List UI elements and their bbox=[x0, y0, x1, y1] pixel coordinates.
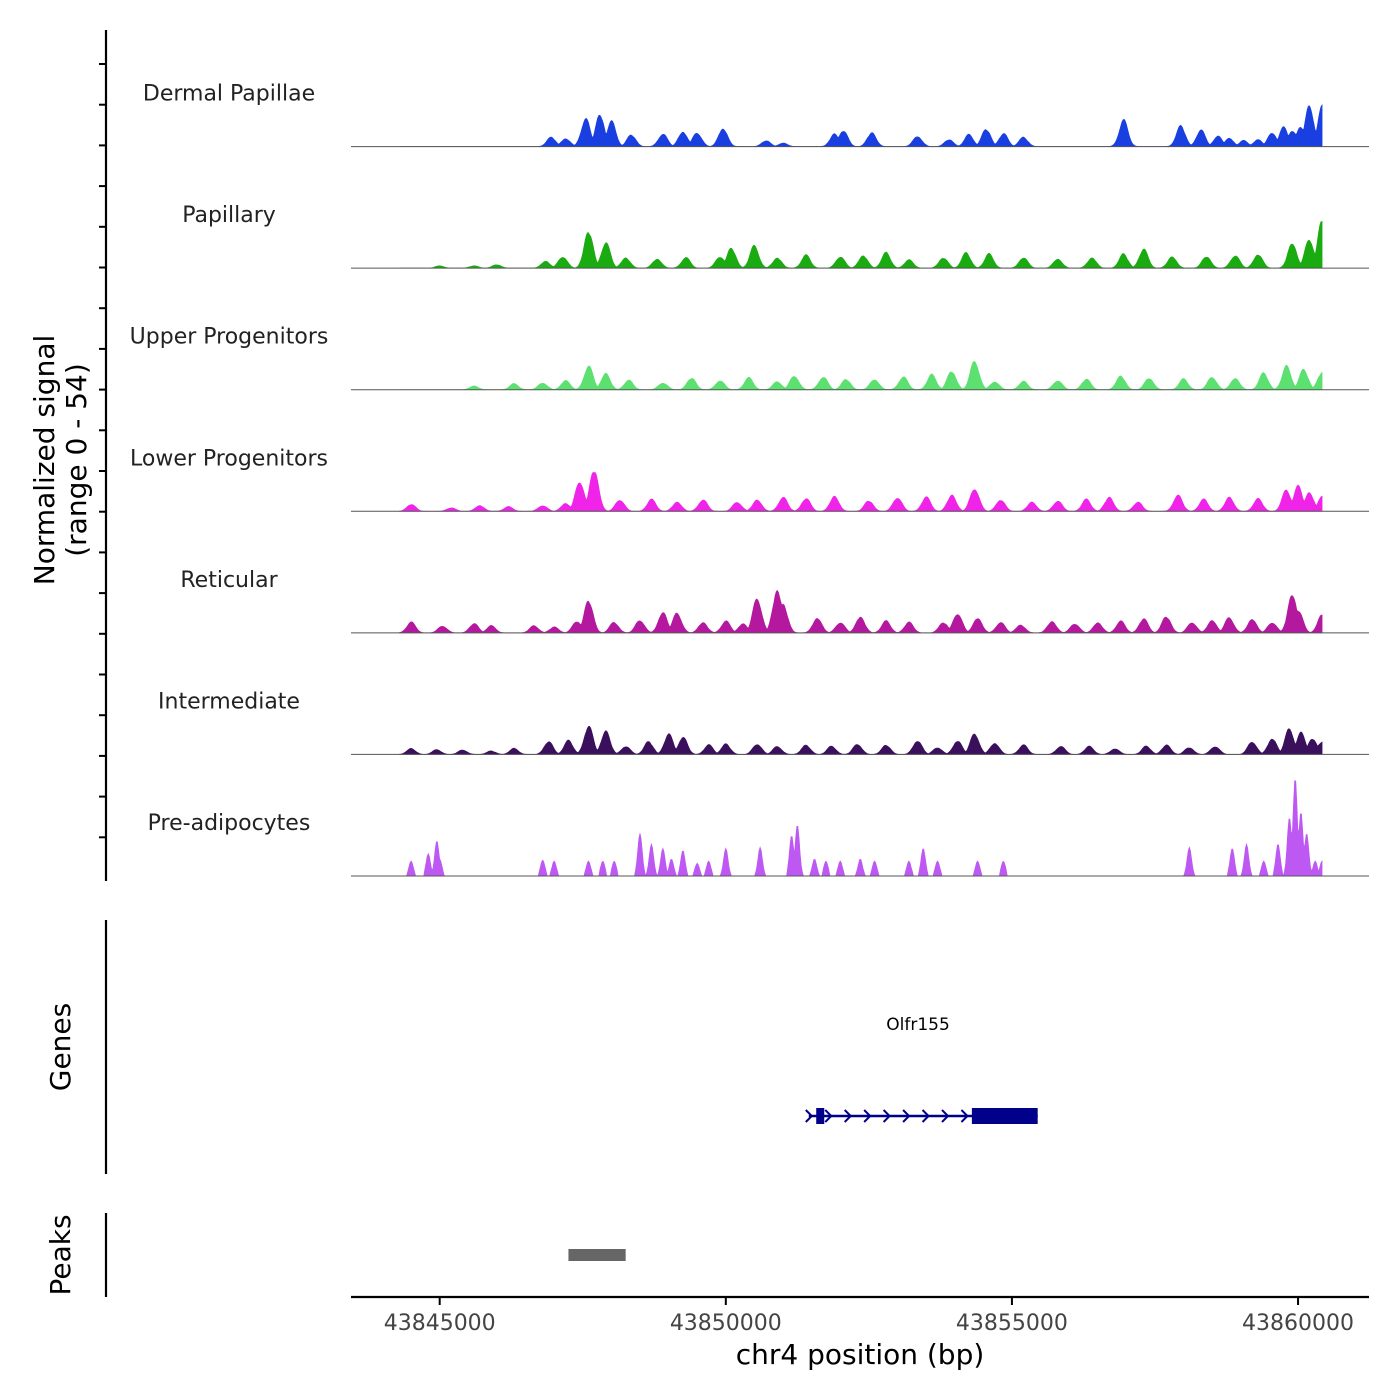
strand-arrow bbox=[902, 1109, 911, 1123]
track-intermediate: Intermediate bbox=[158, 689, 1369, 755]
strand-arrow bbox=[863, 1109, 872, 1123]
strand-arrow bbox=[941, 1109, 950, 1123]
signal-area bbox=[399, 103, 1323, 147]
track-label: Pre-adipocytes bbox=[148, 811, 311, 836]
track-dermal-papillae: Dermal Papillae bbox=[143, 82, 1369, 148]
track-pre-adipocytes: Pre-adipocytes bbox=[148, 780, 1369, 877]
signal-axis-ticks bbox=[99, 63, 106, 839]
track-label: Lower Progenitors bbox=[130, 446, 328, 471]
track-papillary: Papillary bbox=[182, 203, 1369, 269]
x-axis-title: chr4 position (bp) bbox=[736, 1338, 985, 1371]
signal-tracks: Dermal Papillae Papillary Upper Progenitor… bbox=[130, 82, 1369, 877]
gene-exon bbox=[816, 1108, 825, 1124]
gene-track: Olfr155 bbox=[805, 1015, 1038, 1124]
signal-area bbox=[399, 360, 1323, 391]
x-axis-ticks: 43845000 43850000 43855000 43860000 bbox=[384, 1297, 1354, 1336]
track-label: Dermal Papillae bbox=[143, 82, 315, 107]
genes-panel-label: Genes bbox=[44, 1003, 77, 1091]
x-tick-label: 43855000 bbox=[956, 1311, 1068, 1336]
track-label: Upper Progenitors bbox=[130, 325, 329, 350]
gene-name-label: Olfr155 bbox=[886, 1015, 950, 1035]
y-axis-title-line2: (range 0 - 54) bbox=[60, 363, 93, 557]
strand-arrow bbox=[843, 1109, 853, 1123]
gene-exon bbox=[971, 1108, 1038, 1124]
x-tick-label: 43860000 bbox=[1242, 1311, 1354, 1336]
track-lower-progenitors: Lower Progenitors bbox=[130, 446, 1369, 512]
peak-region bbox=[568, 1249, 626, 1261]
peaks-track bbox=[568, 1249, 626, 1261]
signal-area bbox=[399, 725, 1323, 755]
x-tick-label: 43850000 bbox=[670, 1311, 782, 1336]
track-reticular: Reticular bbox=[180, 568, 1369, 634]
strand-arrow bbox=[805, 1109, 814, 1123]
strand-arrow bbox=[921, 1109, 930, 1123]
strand-arrow bbox=[882, 1109, 892, 1123]
signal-area bbox=[399, 471, 1323, 512]
x-tick-label: 43845000 bbox=[384, 1311, 496, 1336]
track-label: Reticular bbox=[180, 568, 278, 593]
strand-arrow bbox=[824, 1109, 833, 1123]
track-label: Papillary bbox=[182, 203, 276, 228]
signal-area bbox=[399, 221, 1323, 269]
strand-arrow bbox=[960, 1109, 969, 1123]
track-upper-progenitors: Upper Progenitors bbox=[130, 325, 1369, 391]
y-axis-title-line1: Normalized signal bbox=[28, 335, 61, 586]
peaks-panel-label: Peaks bbox=[44, 1214, 77, 1295]
signal-area bbox=[399, 780, 1323, 877]
signal-area bbox=[399, 589, 1323, 634]
track-label: Intermediate bbox=[158, 689, 300, 714]
